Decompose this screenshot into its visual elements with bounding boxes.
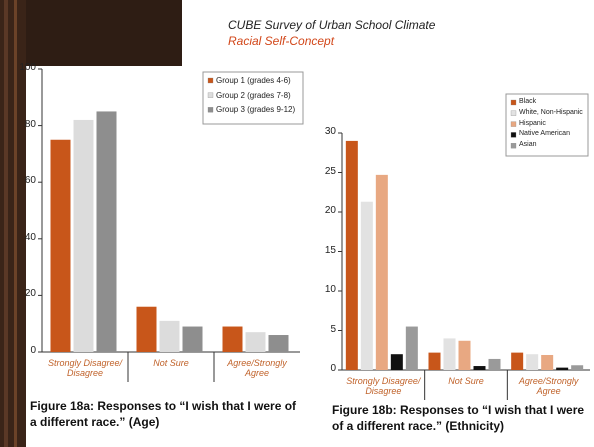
bar xyxy=(73,119,94,352)
x-tick-label: Not Sure xyxy=(153,358,189,368)
bar xyxy=(488,358,501,370)
wood-grain xyxy=(4,0,8,447)
y-tick-label: 0 xyxy=(30,345,36,356)
legend-swatch xyxy=(510,132,517,138)
x-tick-label: Strongly Disagree/ Disagree xyxy=(47,358,123,378)
y-tick-label: 30 xyxy=(324,126,336,137)
y-tick-label: 25 xyxy=(324,165,336,177)
x-tick-label: Agree/Strongly Agree xyxy=(518,376,579,396)
bar xyxy=(405,326,418,370)
y-tick-label: 0 xyxy=(330,363,336,374)
bar xyxy=(222,326,243,352)
legend-label: White, Non-Hispanic xyxy=(519,108,583,116)
y-tick-label: 5 xyxy=(330,323,336,335)
y-tick-label: 80 xyxy=(24,118,36,130)
chart-caption: Figure 18a: Responses to “I wish that I … xyxy=(30,399,297,429)
wood-background xyxy=(0,0,182,66)
slide-title: CUBE Survey of Urban School Climate xyxy=(228,18,436,32)
x-tick-label: Not Sure xyxy=(448,376,484,386)
legend-swatch xyxy=(510,143,517,149)
bar xyxy=(159,320,180,352)
bar xyxy=(345,140,358,370)
legend-label: Black xyxy=(519,98,537,105)
legend-label: Group 1 (grades 4-6) xyxy=(216,76,291,85)
legend-label: Group 2 (grades 7-8) xyxy=(216,90,291,100)
bar xyxy=(136,306,157,352)
bar xyxy=(511,352,524,370)
y-tick-label: 10 xyxy=(324,284,336,295)
legend-swatch xyxy=(510,110,517,116)
legend-swatch xyxy=(207,107,214,113)
bar xyxy=(50,139,71,352)
bar xyxy=(245,332,266,352)
bar xyxy=(473,366,486,370)
legend-label: Hispanic xyxy=(519,119,546,127)
bar xyxy=(390,354,403,370)
bar xyxy=(571,365,584,370)
bar xyxy=(443,338,456,370)
legend-swatch xyxy=(207,77,214,84)
legend-label: Native American xyxy=(519,130,570,138)
bar xyxy=(541,354,554,370)
y-tick-label: 60 xyxy=(24,175,36,187)
y-tick-label: 20 xyxy=(24,288,36,300)
bar xyxy=(458,340,471,370)
bar xyxy=(268,335,289,352)
bar xyxy=(360,201,373,370)
slide-subtitle: Racial Self-Concept xyxy=(228,34,335,48)
legend-label: Group 3 (grades 9-12) xyxy=(216,105,296,115)
bar xyxy=(556,367,569,370)
y-tick-label: 100 xyxy=(19,62,36,73)
bar xyxy=(182,326,203,352)
y-tick-label: 20 xyxy=(324,205,336,216)
x-tick-label: Agree/Strongly Agree xyxy=(227,358,287,378)
legend-swatch xyxy=(510,99,517,106)
legend-swatch xyxy=(510,121,517,127)
legend-box xyxy=(202,71,304,125)
wood-grain xyxy=(14,0,17,447)
panel xyxy=(26,66,306,447)
y-tick-label: 15 xyxy=(324,244,336,256)
legend-label: Asian xyxy=(519,141,537,149)
bar xyxy=(428,352,441,370)
legend-box xyxy=(505,93,589,157)
legend-swatch xyxy=(207,92,214,98)
bar xyxy=(526,354,539,370)
chart-caption: Figure 18b: Responses to “I wish that I … xyxy=(332,403,585,433)
y-tick-label: 40 xyxy=(24,231,36,243)
bar xyxy=(375,174,388,370)
x-tick-label: Strongly Disagree/ Disagree xyxy=(346,376,421,396)
bar xyxy=(96,111,117,352)
